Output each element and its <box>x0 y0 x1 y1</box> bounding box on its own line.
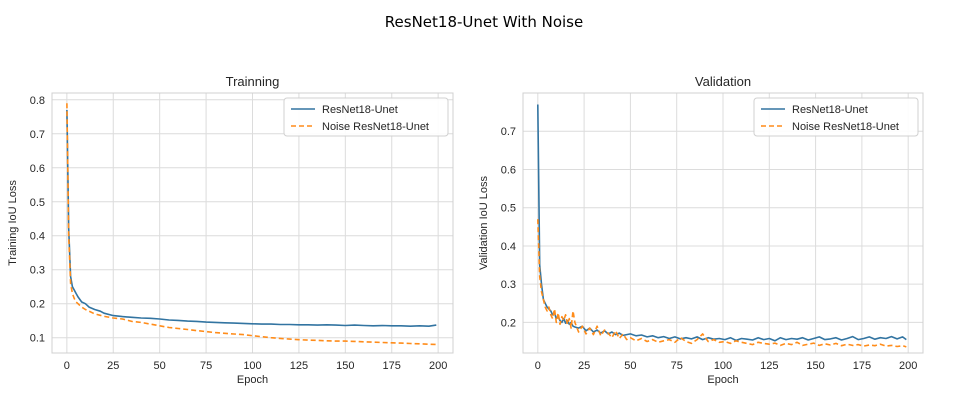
y-tick-label: 0.2 <box>30 299 45 311</box>
x-tick-label: 75 <box>200 360 212 372</box>
x-tick-label: 125 <box>290 360 308 372</box>
validation-legend: ResNet18-Unet Noise ResNet18-Unet <box>753 97 919 137</box>
figure-title: ResNet18-Unet With Noise <box>385 13 583 31</box>
x-tick-label: 175 <box>853 360 871 372</box>
validation-chart-title: Validation <box>695 74 751 89</box>
x-tick-label: 150 <box>806 360 824 372</box>
legend-label: Noise ResNet18-Unet <box>792 121 899 133</box>
training-y-axis-label: Training IoU Loss <box>7 180 19 266</box>
y-tick-label: 0.2 <box>501 317 516 329</box>
y-tick-label: 0.7 <box>30 129 45 141</box>
validation-plot-border <box>522 92 924 354</box>
training-series-line-noise-resnet18-unet <box>66 103 437 346</box>
training-plot-border <box>51 92 454 354</box>
training-chart-title: Trainning <box>226 74 280 89</box>
training-loss-chart: 0 25 50 75 100 125 150 175 200 0.1 0.2 0.3 0.4 0.5 0.6… <box>7 74 454 386</box>
y-tick-label: 0.3 <box>501 279 516 291</box>
x-tick-label: 200 <box>429 360 447 372</box>
y-tick-label: 0.7 <box>501 126 516 138</box>
validation-series-line-noise-resnet18-unet <box>537 219 907 348</box>
y-tick-label: 0.6 <box>501 164 516 176</box>
x-tick-label: 200 <box>899 360 917 372</box>
training-legend: ResNet18-Unet Noise ResNet18-Unet <box>283 97 449 137</box>
x-tick-label: 50 <box>154 360 166 372</box>
x-tick-label: 0 <box>535 360 541 372</box>
y-tick-label: 0.5 <box>30 197 45 209</box>
x-tick-label: 50 <box>624 360 636 372</box>
legend-label: ResNet18-Unet <box>322 104 398 116</box>
legend-box <box>753 97 919 137</box>
y-tick-label: 0.6 <box>30 163 45 175</box>
x-tick-label: 25 <box>578 360 590 372</box>
x-tick-label: 100 <box>714 360 732 372</box>
x-tick-label: 175 <box>383 360 401 372</box>
x-tick-label: 25 <box>107 360 119 372</box>
legend-box <box>283 97 449 137</box>
y-tick-label: 0.3 <box>30 265 45 277</box>
x-tick-label: 75 <box>671 360 683 372</box>
legend-label: Noise ResNet18-Unet <box>322 121 429 133</box>
validation-x-axis-label: Epoch <box>707 374 738 386</box>
y-tick-label: 0.8 <box>30 95 45 107</box>
training-series-line-resnet18-unet <box>66 109 437 328</box>
y-tick-label: 0.4 <box>30 231 45 243</box>
y-tick-label: 0.4 <box>501 241 516 253</box>
training-x-axis-label: Epoch <box>237 374 268 386</box>
x-tick-label: 100 <box>243 360 261 372</box>
y-tick-label: 0.5 <box>501 203 516 215</box>
x-tick-label: 150 <box>336 360 354 372</box>
validation-loss-chart: 0 25 50 75 100 125 150 175 200 0.2 0.3 0.4 0.5 0.6 0.7… <box>478 74 924 386</box>
x-tick-label: 0 <box>64 360 70 372</box>
legend-label: ResNet18-Unet <box>792 104 868 116</box>
y-tick-label: 0.1 <box>30 333 45 345</box>
validation-y-axis-label: Validation IoU Loss <box>478 176 490 270</box>
x-tick-label: 125 <box>760 360 778 372</box>
